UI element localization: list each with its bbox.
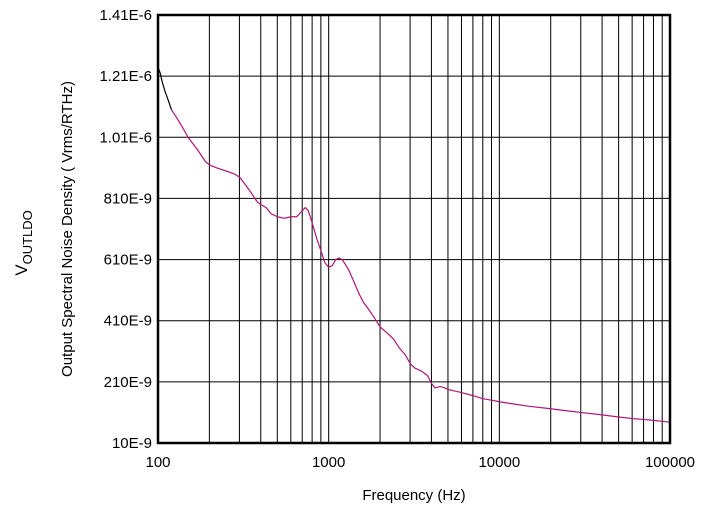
y-tick-label: 10E-9 <box>112 435 152 452</box>
y-tick-label: 1.21E-6 <box>99 68 152 85</box>
y-tick-label: 210E-9 <box>104 374 152 391</box>
y-axis-title: Output Spectral Noise Density ( Vrms/RTH… <box>59 81 76 377</box>
outer-axis-label: VOUTLDO <box>12 210 35 276</box>
outer-label-sub: OUTLDO <box>20 210 35 264</box>
y-tick-label: 1.41E-6 <box>99 7 152 24</box>
x-tick-label: 1000 <box>312 454 345 471</box>
y-tick-label: 610E-9 <box>104 252 152 269</box>
series-lines <box>157 66 671 423</box>
y-tick-label: 810E-9 <box>104 190 152 207</box>
x-tick-labels: 100 1000 10000 100000 <box>145 454 695 471</box>
y-tick-label: 1.01E-6 <box>99 129 152 146</box>
series-line-1 <box>157 66 173 110</box>
x-tick-label: 100 <box>145 454 170 471</box>
y-tick-label: 410E-9 <box>104 313 152 330</box>
y-tick-labels: 10E-9 210E-9 410E-9 610E-9 810E-9 1.01E-6 1.21… <box>99 7 152 452</box>
x-tick-label: 10000 <box>478 454 520 471</box>
grid-lines <box>157 14 670 444</box>
x-axis-title: Frequency (Hz) <box>362 487 465 504</box>
series-line-2 <box>171 109 671 423</box>
plot-frame <box>156 13 672 445</box>
x-tick-label: 100000 <box>645 454 695 471</box>
outer-label-main: V <box>12 264 31 276</box>
